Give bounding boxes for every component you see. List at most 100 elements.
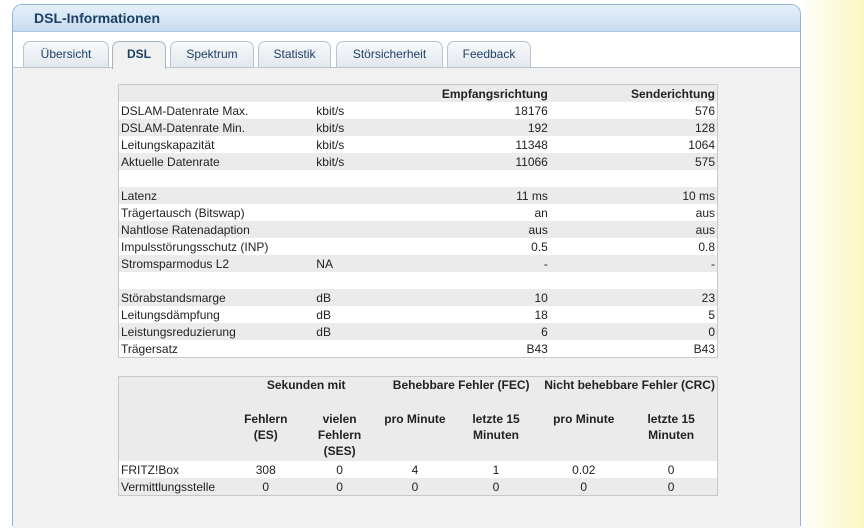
table-row: Stromsparmodus L2 NA - - (118, 255, 718, 272)
row-label: Latenz (118, 187, 315, 204)
panel-title: DSL-Informationen (13, 5, 800, 32)
row-label: Vermittlungsstelle (118, 478, 233, 496)
row-label: Leitungskapazität (121, 137, 215, 152)
sub-header: letzte 15 Minuten (625, 411, 718, 461)
row-value: 0 (449, 478, 543, 496)
row-rx-value: 11066 (413, 153, 550, 170)
row-unit: dB (316, 307, 331, 322)
row-value: 0 (542, 478, 626, 496)
row-value: 0.02 (572, 462, 596, 477)
row-label: Leistungsreduzierung (118, 323, 315, 340)
sub-header: pro Minute (542, 411, 626, 461)
header-rx: Empfangsrichtung (413, 84, 550, 102)
table-header-row: Empfangsrichtung Senderichtung (118, 84, 718, 102)
table-row: Nahtlose Ratenadaption aus aus (118, 221, 718, 238)
tab-statistik[interactable]: Statistik (258, 41, 331, 67)
row-tx-value: 10 ms (549, 187, 718, 204)
header-empty (314, 84, 414, 102)
row-value: 0 (625, 478, 718, 496)
sub-header-row: Fehlern (ES) vielen Fehlern (SES) pro Minu… (118, 411, 718, 461)
row-tx-value: 0.8 (698, 239, 715, 254)
row-label: Nahtlose Ratenadaption (118, 221, 315, 238)
tab-uebersicht[interactable]: Übersicht (23, 41, 109, 67)
sub-header: pro Minute (380, 411, 450, 461)
tab-stoersicherheit[interactable]: Störsicherheit (336, 41, 443, 67)
spacer-cell (119, 272, 315, 289)
sub-header: letzte 15 Minuten (449, 411, 543, 461)
row-value: 0 (232, 478, 300, 496)
row-rx-value: aus (413, 221, 550, 238)
row-tx-value: 1064 (688, 137, 715, 152)
table-row: Trägertausch (Bitswap) an aus (119, 204, 718, 221)
row-rx-value: - (413, 255, 550, 272)
row-tx-value: 0 (549, 323, 718, 340)
tab-dsl[interactable]: DSL (112, 41, 166, 69)
table-row: DSLAM-Datenrate Max. kbit/s 18176 576 (119, 102, 718, 119)
spacer-cell (314, 170, 414, 187)
row-unit: NA (314, 255, 414, 272)
row-tx-value: - (549, 255, 718, 272)
row-label: DSLAM-Datenrate Min. (118, 119, 315, 136)
sub-header: Fehlern (ES) (232, 411, 300, 461)
group-header: Behebbare Fehler (FEC) (380, 376, 543, 411)
row-unit (314, 221, 414, 238)
row-unit (314, 238, 414, 255)
table-row: Trägersatz B43 B43 (119, 340, 718, 358)
group-header: Nicht behebbare Fehler (CRC) (542, 376, 718, 411)
spacer-cell (414, 170, 550, 187)
header-empty (118, 376, 233, 411)
header-empty (118, 411, 233, 461)
sub-header: vielen Fehlern (SES) (299, 411, 381, 461)
row-rx-value: 0.5 (531, 239, 548, 254)
row-rx-value: 6 (413, 323, 550, 340)
table-row: Impulsstörungsschutz (INP) 0.5 0.8 (119, 238, 718, 255)
row-label: Stromsparmodus L2 (118, 255, 315, 272)
row-tx-value: 576 (694, 103, 715, 118)
group-header-row: Sekunden mit Behebbare Fehler (FEC) Nicht … (118, 376, 718, 411)
group-header: Sekunden mit (232, 376, 381, 411)
row-rx-value: 18176 (514, 103, 548, 118)
dsl-line-info-table: Empfangsrichtung Senderichtung DSLAM-Daten… (118, 84, 718, 358)
spacer-cell (550, 272, 718, 289)
row-rx-value: 192 (413, 119, 550, 136)
tab-content: Empfangsrichtung Senderichtung DSLAM-Daten… (13, 67, 800, 528)
row-label: Impulsstörungsschutz (INP) (121, 239, 269, 254)
table-row: Vermittlungsstelle 0 0 0 0 0 0 (118, 478, 718, 496)
row-label: FRITZ!Box (121, 462, 180, 477)
row-rx-value: 11348 (515, 137, 548, 152)
row-value: 0 (299, 478, 381, 496)
row-unit (314, 187, 414, 204)
header-tx: Senderichtung (549, 84, 718, 102)
row-rx-value: B43 (526, 341, 548, 356)
row-unit: dB (314, 289, 414, 306)
row-unit: dB (314, 323, 414, 340)
row-rx-value: 10 (413, 289, 550, 306)
dsl-info-panel: DSL-Informationen Übersicht DSL Spektrum… (12, 4, 801, 528)
row-value: 0 (380, 478, 450, 496)
row-tx-value: aus (549, 221, 718, 238)
spacer-cell (314, 272, 414, 289)
row-unit: kbit/s (314, 153, 414, 170)
row-value: 1 (492, 462, 500, 477)
row-rx-value: 11 ms (413, 187, 550, 204)
row-label: Aktuelle Datenrate (118, 153, 315, 170)
row-value: 4 (411, 462, 419, 477)
row-label: DSLAM-Datenrate Max. (121, 103, 249, 118)
row-rx-value: 18 (534, 307, 548, 322)
table-row: FRITZ!Box 308 0 4 1 0.02 0 (119, 461, 718, 478)
table-row: Aktuelle Datenrate kbit/s 11066 575 (118, 153, 718, 170)
row-value: 308 (255, 462, 276, 477)
spacer-cell (119, 170, 315, 187)
table-row: Störabstandsmarge dB 10 23 (118, 289, 718, 306)
tab-feedback[interactable]: Feedback (447, 41, 531, 67)
spacer-row (119, 170, 718, 187)
tab-spektrum[interactable]: Spektrum (170, 41, 254, 67)
row-tx-value: 23 (549, 289, 718, 306)
table-row: Leistungsreduzierung dB 6 0 (118, 323, 718, 340)
spacer-cell (550, 170, 718, 187)
row-unit (314, 340, 414, 358)
row-value: 0 (667, 462, 675, 477)
row-unit: kbit/s (316, 137, 345, 152)
table-row: Leitungskapazität kbit/s 11348 1064 (119, 136, 718, 153)
row-tx-value: B43 (693, 341, 715, 356)
